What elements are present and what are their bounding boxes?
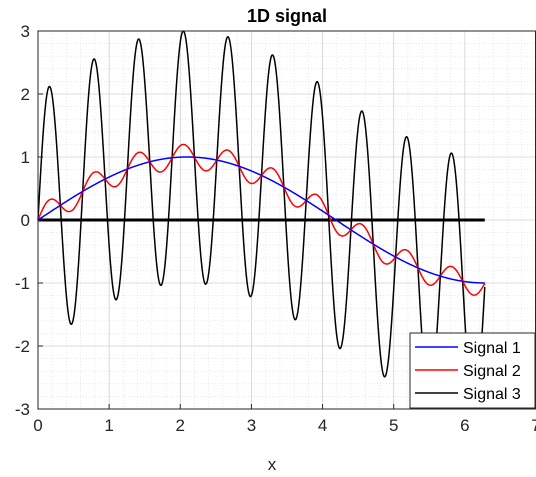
legend-label: Signal 3 [463, 386, 521, 403]
x-tick-label: 7 [531, 416, 536, 435]
legend-label: Signal 2 [463, 363, 521, 380]
chart-title: 1D signal [247, 6, 327, 26]
y-tick-label: -3 [15, 400, 30, 419]
x-tick-label: 5 [389, 416, 398, 435]
x-axis-label: x [268, 455, 277, 474]
y-axis-ticks: -3 -2 -1 0 1 2 3 [15, 22, 43, 419]
y-tick-label: -1 [15, 274, 30, 293]
series-line-signal-1 [37, 156, 486, 284]
x-tick-label: 4 [318, 416, 327, 435]
y-tick-label: 1 [21, 148, 30, 167]
x-tick-label: 2 [176, 416, 185, 435]
x-tick-label: 1 [104, 416, 113, 435]
y-tick-label: 2 [21, 85, 30, 104]
y-tick-label: -2 [15, 337, 30, 356]
y-tick-label: 3 [21, 22, 30, 41]
x-tick-label: 6 [460, 416, 469, 435]
plot-series [37, 30, 486, 410]
series-line-signal-3 [37, 30, 486, 410]
x-axis-ticks: 0 1 2 3 4 5 6 7 [33, 404, 536, 435]
legend: Signal 1 Signal 2 Signal 3 [409, 332, 536, 409]
x-tick-label: 0 [33, 416, 42, 435]
legend-label: Signal 1 [463, 340, 521, 357]
x-tick-label: 3 [247, 416, 256, 435]
y-tick-label: 0 [21, 211, 30, 230]
